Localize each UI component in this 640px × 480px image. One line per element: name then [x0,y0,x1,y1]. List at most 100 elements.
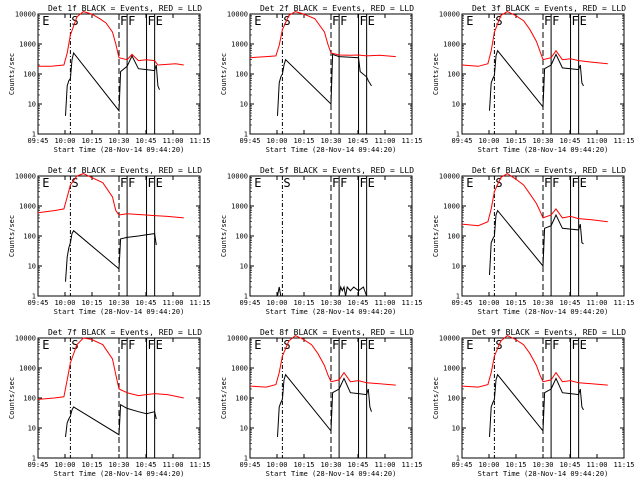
x-tick-label: 10:30 [320,461,341,469]
lld-series-line [38,11,184,67]
x-tick-label: 10:45 [135,137,156,145]
marker-label: F [544,14,551,28]
y-tick-label: 1000 [19,203,36,211]
marker-label: E [254,338,261,352]
marker-label: S [283,14,290,28]
x-tick-label: 11:15 [189,137,210,145]
lld-series-line [37,337,184,400]
panel-4: Det 4f BLACK = Events, RED = LLD 1 10 100 10… [8,166,211,316]
marker-label: F [360,338,367,352]
y-tick-label: 10000 [439,11,460,19]
x-tick-label: 10:00 [478,299,499,307]
y-tick-label: 10000 [439,173,460,181]
x-tick-label: 10:00 [266,299,287,307]
x-tick-label: 11:00 [162,137,183,145]
marker-label: F [148,176,155,190]
lld-series-line [461,335,608,388]
panel-7: Det 7f BLACK = Events, RED = LLD 1 10 100 10… [8,328,211,478]
y-tick-label: 100 [447,71,460,79]
y-axis-label: Counts/sec [220,215,228,257]
y-axis-label: Counts/sec [432,53,440,95]
x-tick-label: 10:30 [108,461,129,469]
x-tick-label: 10:45 [347,137,368,145]
x-axis-label: Start Time (28-Nov-14 09:44:20) [478,470,609,478]
panel-title: Det 3f BLACK = Events, RED = LLD [472,4,626,13]
x-tick-label: 10:15 [81,299,102,307]
y-tick-label: 10000 [15,11,36,19]
panel-title: Det 5f BLACK = Events, RED = LLD [260,166,414,175]
marker-label: E [42,338,49,352]
y-tick-label: 1000 [19,41,36,49]
y-axis-label: Counts/sec [432,215,440,257]
marker-label: F [572,176,579,190]
marker-label: F [128,176,135,190]
marker-label: E [368,176,375,190]
panel-6: Det 6f BLACK = Events, RED = LLD 1 10 100 10… [432,166,635,316]
x-tick-label: 09:45 [451,137,472,145]
marker-label: F [360,14,367,28]
marker-label: E [580,14,587,28]
marker-label: F [552,176,559,190]
y-tick-label: 100 [447,395,460,403]
x-axis-label: Start Time (28-Nov-14 09:44:20) [266,470,397,478]
x-tick-label: 11:15 [189,299,210,307]
lld-series-line [249,335,396,388]
y-tick-label: 10000 [439,335,460,343]
marker-label: F [120,14,127,28]
y-tick-label: 10 [240,263,248,271]
marker-label: F [148,14,155,28]
panel-title: Det 4f BLACK = Events, RED = LLD [48,166,202,175]
panel-8: Det 8f BLACK = Events, RED = LLD 1 10 100 10… [220,328,423,478]
marker-label: E [466,338,473,352]
x-tick-label: 09:45 [239,137,260,145]
marker-label: E [368,338,375,352]
marker-label: F [120,338,127,352]
x-tick-label: 10:30 [532,299,553,307]
panel-title: Det 9f BLACK = Events, RED = LLD [472,328,626,337]
x-tick-label: 11:15 [613,137,634,145]
x-axis-label: Start Time (28-Nov-14 09:44:20) [478,308,609,316]
y-axis-label: Counts/sec [220,377,228,419]
x-axis-label: Start Time (28-Nov-14 09:44:20) [54,308,185,316]
x-tick-label: 10:45 [559,137,580,145]
x-tick-label: 11:00 [162,461,183,469]
marker-label: E [42,176,49,190]
y-tick-label: 10000 [15,335,36,343]
x-tick-label: 10:30 [108,299,129,307]
marker-label: F [128,338,135,352]
y-tick-label: 1000 [231,203,248,211]
events-series-line [489,209,584,276]
marker-label: F [552,338,559,352]
y-tick-label: 1000 [443,41,460,49]
events-series-line [65,403,157,438]
x-tick-label: 10:15 [293,137,314,145]
marker-label: F [332,338,339,352]
y-tick-label: 1 [456,293,460,301]
marker-label: E [156,14,163,28]
x-tick-label: 10:00 [478,137,499,145]
y-tick-label: 10 [240,101,248,109]
y-axis-label: Counts/sec [8,53,16,95]
marker-label: F [340,176,347,190]
x-tick-label: 10:45 [347,299,368,307]
marker-label: E [580,176,587,190]
marker-label: S [283,176,290,190]
x-tick-label: 11:00 [374,461,395,469]
marker-label: F [148,338,155,352]
panel-1: Det 1f BLACK = Events, RED = LLD 1 10 100 10… [8,4,211,154]
y-tick-label: 10000 [227,173,248,181]
x-tick-label: 09:45 [27,299,48,307]
x-axis-label: Start Time (28-Nov-14 09:44:20) [54,470,185,478]
x-tick-label: 10:00 [54,137,75,145]
x-tick-label: 11:15 [401,299,422,307]
y-tick-label: 10000 [15,173,36,181]
y-tick-label: 1 [456,455,460,463]
y-tick-label: 100 [235,71,248,79]
x-tick-label: 10:45 [135,299,156,307]
panel-2: Det 2f BLACK = Events, RED = LLD 1 10 100 10… [220,4,423,154]
marker-label: F [544,176,551,190]
marker-label: S [71,176,78,190]
panel-title: Det 1f BLACK = Events, RED = LLD [48,4,202,13]
y-tick-label: 10 [452,425,460,433]
